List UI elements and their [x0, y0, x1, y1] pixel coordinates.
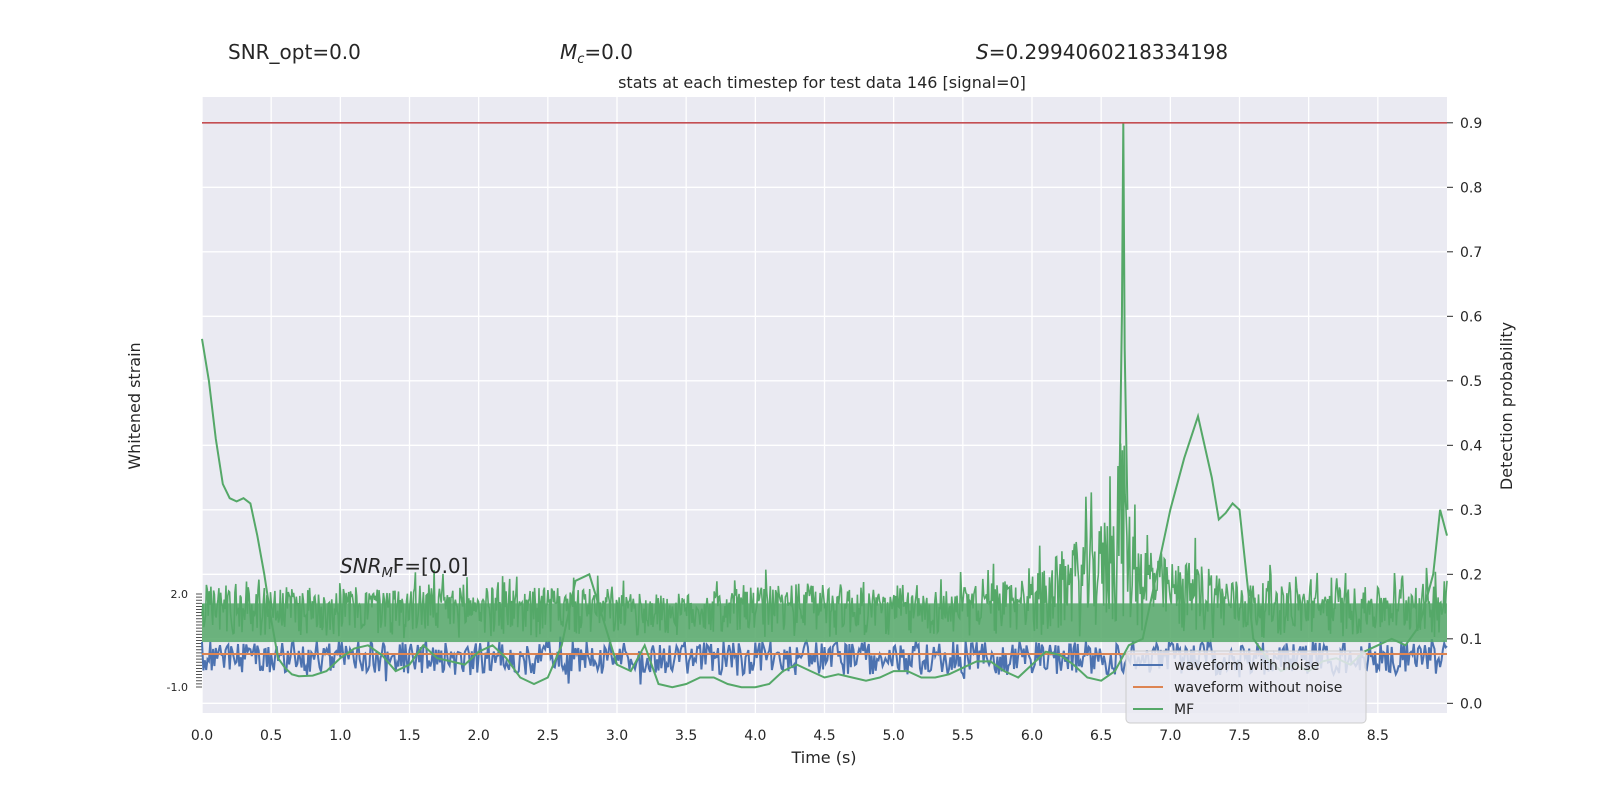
mf-noise-band — [201, 122, 1448, 643]
x-tick-label: 4.0 — [744, 728, 766, 744]
legend-label-noise: waveform with noise — [1174, 658, 1319, 674]
chirp-mass-symbol: M — [560, 40, 577, 64]
x-tick-label: 3.5 — [675, 728, 697, 744]
right-axis-label: Detection probability — [1497, 322, 1516, 490]
snr-mf-subscript: M — [382, 566, 393, 581]
y-right-tick-label: 0.5 — [1460, 374, 1482, 390]
chirp-mass-label: Mc=0.0 — [560, 40, 633, 67]
x-axis-ticks: 0.0 0.5 1.0 1.5 2.0 2.5 3.0 3.5 4.0 4.5 5.0 5.5 6.0 6… — [191, 728, 1389, 744]
s-stat-label: S=0.2994060218334198 — [976, 40, 1228, 64]
y-right-tick-label: 0.0 — [1460, 696, 1482, 712]
x-tick-label: 2.0 — [468, 728, 490, 744]
x-tick-label: 5.0 — [883, 728, 905, 744]
y-right-tick-label: 0.4 — [1460, 438, 1482, 454]
y-left-tick-label: -1.0 — [167, 681, 188, 694]
x-tick-label: 8.5 — [1367, 728, 1389, 744]
x-tick-label: 6.0 — [1021, 728, 1043, 744]
y-right-tick-label: 0.2 — [1460, 567, 1482, 583]
y-right-tick-label: 0.9 — [1460, 116, 1482, 132]
x-tick-label: 7.5 — [1228, 728, 1250, 744]
y-right-tick-label: 0.1 — [1460, 632, 1482, 648]
left-axis-label: Whitened strain — [125, 342, 144, 469]
y-left-tick-label: 2.0 — [171, 588, 189, 601]
x-tick-label: 0.0 — [191, 728, 213, 744]
snr-mf-symbol: SNR — [340, 554, 382, 578]
x-tick-label: 1.5 — [398, 728, 420, 744]
x-tick-label: 2.5 — [537, 728, 559, 744]
mf-noise-fill — [202, 603, 1447, 643]
x-tick-label: 6.5 — [1090, 728, 1112, 744]
s-stat-symbol: S — [976, 40, 989, 64]
y-right-tick-label: 0.7 — [1460, 245, 1482, 261]
y-right-tick-label: 0.3 — [1460, 503, 1482, 519]
legend-box — [1125, 650, 1367, 724]
y-right-tick-label: 0.6 — [1460, 309, 1482, 325]
x-tick-label: 4.5 — [813, 728, 835, 744]
snr-mf-value: F=[0.0] — [393, 554, 469, 578]
chirp-mass-value: =0.0 — [584, 40, 633, 64]
x-tick-label: 1.0 — [329, 728, 351, 744]
right-axis-ticks: 0.0 0.1 0.2 0.3 0.4 0.5 0.6 0.7 0.8 0.9 — [1447, 116, 1482, 712]
legend-label-no-noise: waveform without noise — [1174, 680, 1342, 696]
x-tick-label: 0.5 — [260, 728, 282, 744]
mf-curve — [201, 338, 1448, 689]
chirp-mass-subscript: c — [577, 52, 584, 67]
legend-label-mf: MF — [1174, 702, 1194, 718]
snr-opt-label: SNR_opt=0.0 — [228, 40, 361, 64]
s-stat-value: =0.2994060218334198 — [989, 40, 1228, 64]
left-axis-ticks: -1.0 2.0 — [167, 588, 202, 694]
x-tick-label: 7.0 — [1159, 728, 1181, 744]
y-right-tick-label: 0.8 — [1460, 180, 1482, 196]
x-axis-label: Time (s) — [790, 748, 856, 767]
x-tick-label: 8.0 — [1298, 728, 1320, 744]
x-tick-label: 5.5 — [952, 728, 974, 744]
legend: waveform with noise waveform without noi… — [1125, 650, 1367, 724]
chart-title: stats at each timestep for test data 146… — [618, 73, 1026, 92]
snr-mf-annotation: SNRMF=[0.0] — [340, 554, 468, 581]
x-tick-label: 3.0 — [606, 728, 628, 744]
